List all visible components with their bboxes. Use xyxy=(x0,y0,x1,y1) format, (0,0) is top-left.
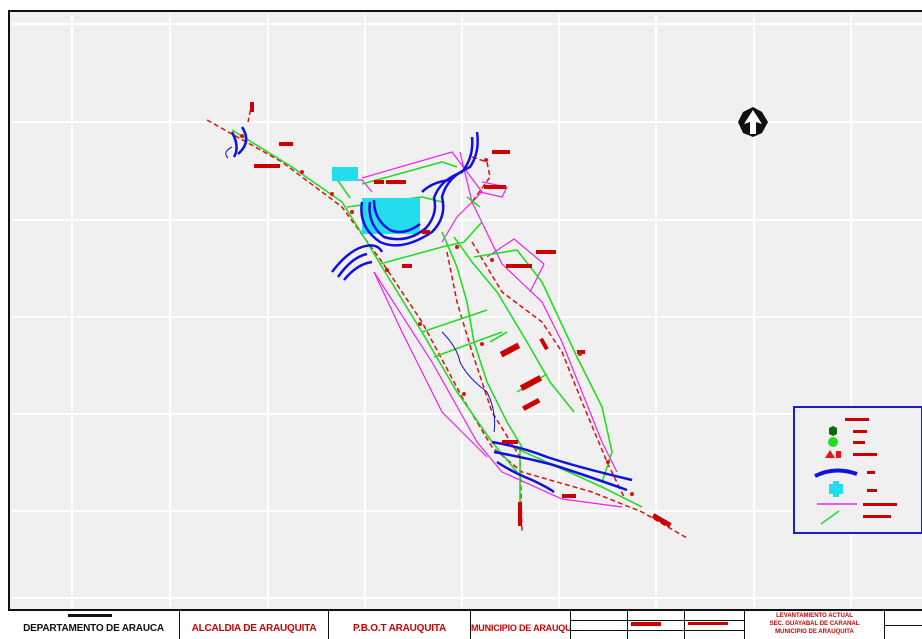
plan-title-line2: SEC. GUAYABAL DE CARANAL xyxy=(769,621,860,627)
info-cell-2 xyxy=(628,611,685,639)
plan-title-line1: LEVANTAMIENTO ACTUAL xyxy=(776,613,853,619)
legend xyxy=(793,406,922,534)
plan-label: P.B.O.T ARAUQUITA xyxy=(352,623,447,634)
map-frame xyxy=(8,10,922,639)
mayor-office-label: ALCALDIA DE ARAUQUITA xyxy=(191,623,317,634)
info-cell-4 xyxy=(885,611,922,639)
urban-boundary xyxy=(332,151,623,508)
municipality-label: MUNICIPIO DE ARAUQUITA xyxy=(471,623,571,633)
mayor-office-cell: ALCALDIA DE ARAUQUITA xyxy=(180,611,329,639)
map-labels xyxy=(250,102,672,528)
info-cell-3 xyxy=(685,611,745,639)
title-block: DEPARTAMENTO DE ARAUCA ALCALDIA DE ARAUQ… xyxy=(8,609,922,639)
map-canvas[interactable] xyxy=(10,12,922,611)
plan-title-line3: MUNICIPIO DE ARAUQUITA xyxy=(775,629,854,635)
department-cell: DEPARTAMENTO DE ARAUCA xyxy=(8,611,180,639)
rivers xyxy=(230,126,633,494)
north-arrow-icon xyxy=(738,107,768,137)
plan-title-cell: LEVANTAMIENTO ACTUAL SEC. GUAYABAL DE CA… xyxy=(745,611,885,639)
grid-lines xyxy=(12,14,922,607)
municipality-cell: MUNICIPIO DE ARAUQUITA xyxy=(471,611,571,639)
plan-cell: P.B.O.T ARAUQUITA xyxy=(329,611,471,639)
legend-symbols xyxy=(814,418,897,525)
feature-points xyxy=(240,134,634,496)
road-network xyxy=(231,129,643,508)
water-body xyxy=(332,167,420,234)
info-cell-1 xyxy=(571,611,628,639)
streams xyxy=(225,146,496,433)
department-label: DEPARTAMENTO DE ARAUCA xyxy=(23,623,164,634)
